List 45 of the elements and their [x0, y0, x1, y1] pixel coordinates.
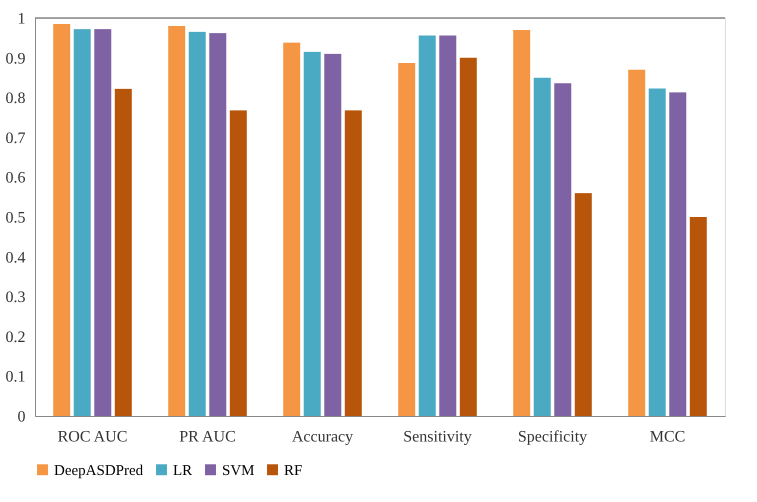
bar: [53, 24, 70, 416]
bar: [534, 78, 551, 416]
legend-label: DeepASDPred: [54, 462, 144, 479]
y-tick-label: 0.6: [6, 170, 26, 187]
bar: [168, 26, 186, 416]
y-tick-label: 0.9: [6, 50, 26, 68]
bar: [460, 58, 477, 416]
bar: [114, 88, 132, 416]
y-tick-label: 1: [18, 10, 26, 28]
x-tick-label: Sensitivity: [403, 428, 472, 446]
y-tick-label: 0.8: [6, 90, 26, 108]
legend-label: LR: [173, 462, 192, 479]
bar: [554, 83, 572, 416]
y-tick-label: 0.3: [6, 289, 26, 306]
bar: [513, 30, 530, 416]
x-tick-label: Specificity: [518, 428, 588, 446]
bar: [418, 36, 436, 416]
x-tick-label: Accuracy: [292, 428, 354, 446]
bar: [648, 88, 666, 416]
bar: [188, 32, 206, 416]
y-tick-label: 0: [18, 408, 26, 426]
bar: [230, 110, 247, 416]
bar: [398, 62, 416, 416]
y-tick-label: 0.1: [6, 368, 26, 386]
y-tick-label: 0.5: [6, 210, 26, 226]
bar: [283, 42, 300, 416]
legend-label: RF: [284, 462, 302, 479]
x-tick-label: PR AUC: [179, 428, 236, 446]
bar: [344, 110, 362, 416]
x-tick-label: MCC: [650, 428, 686, 446]
bar: [94, 29, 112, 416]
bar: [209, 33, 226, 416]
bar: [690, 217, 707, 416]
y-tick-label: 0.4: [6, 249, 26, 266]
bar: [74, 29, 91, 416]
x-tick-label: ROC AUC: [58, 428, 128, 446]
y-tick-label: 0.7: [6, 130, 26, 147]
bar: [669, 92, 686, 416]
legend-label: SVM: [222, 462, 255, 479]
bar: [574, 193, 592, 416]
bar: [439, 36, 456, 416]
bar: [304, 52, 321, 416]
y-tick-label: 0.2: [6, 328, 26, 346]
bar: [628, 70, 646, 416]
bar: [324, 54, 342, 416]
